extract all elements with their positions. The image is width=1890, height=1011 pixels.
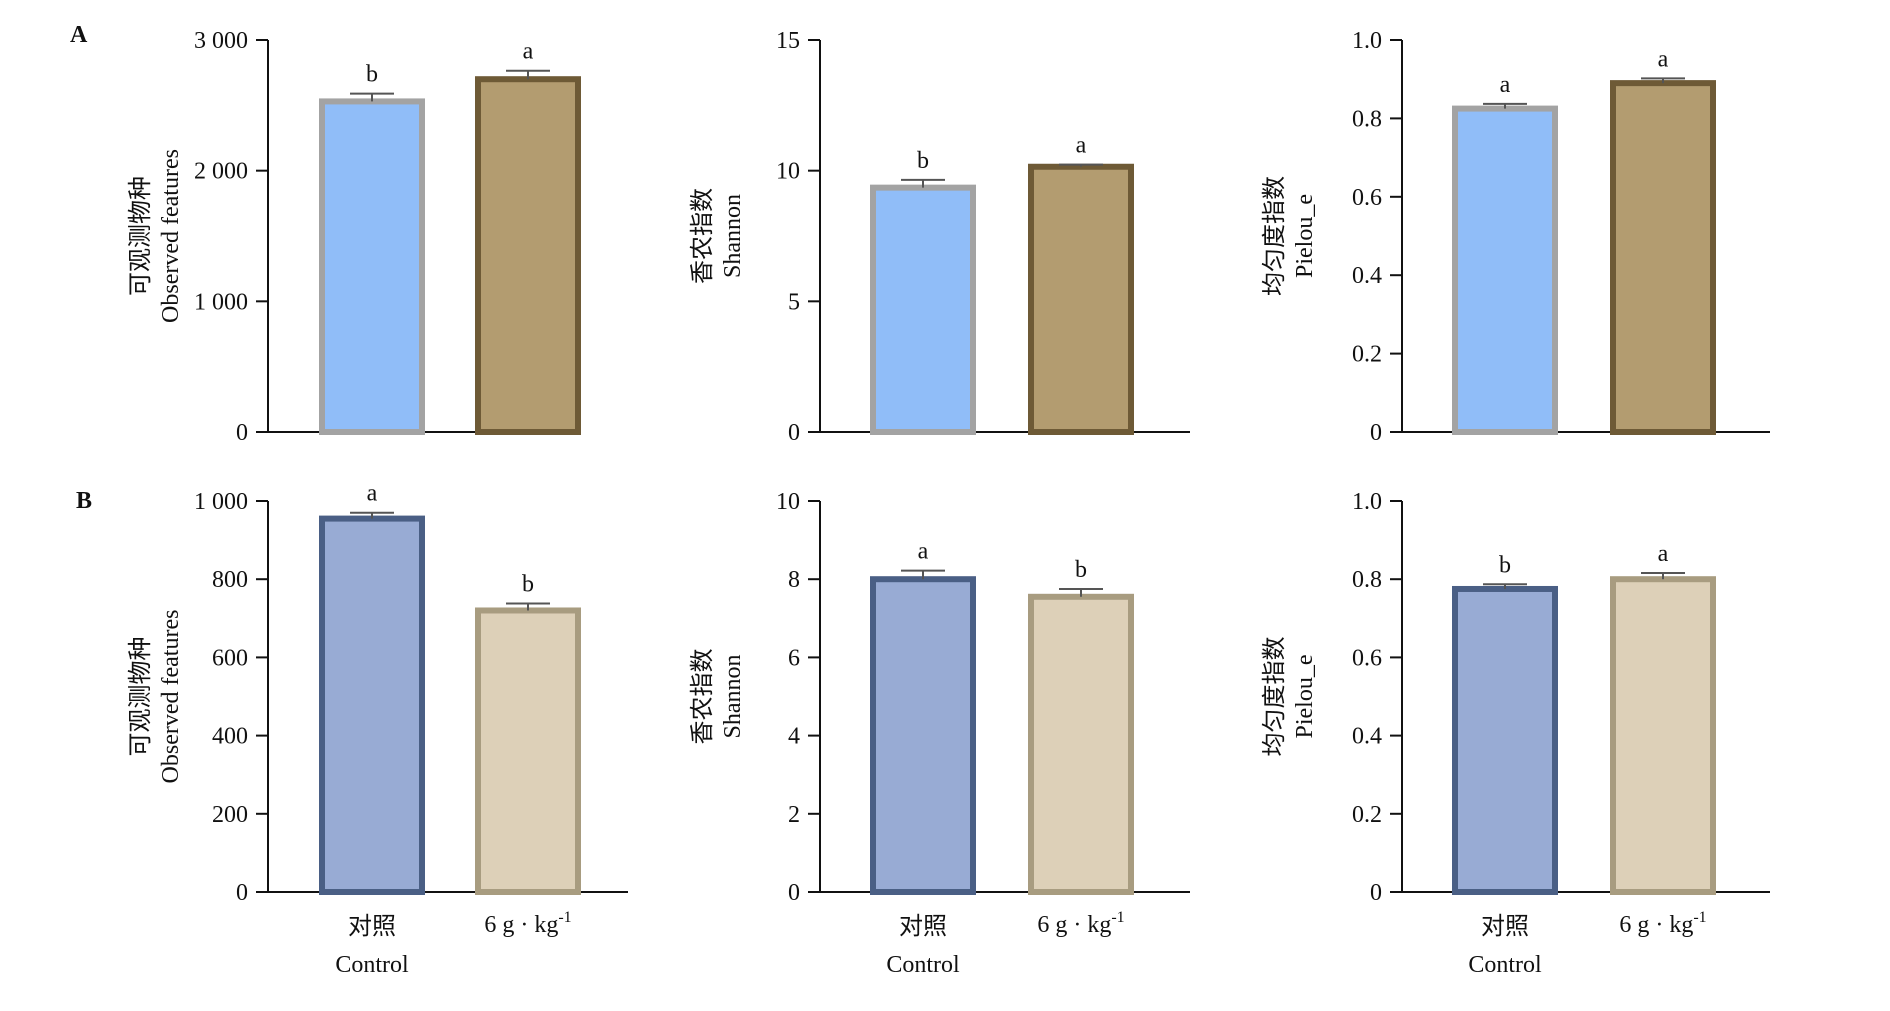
bar-treatment (1610, 576, 1716, 895)
bar-treatment (475, 76, 581, 435)
significance-label: a (1500, 72, 1511, 98)
chart-A-shannon: 0 5 10 15 香农指数 Shannon b a (689, 28, 1190, 446)
x-category-label-control-zh: 对照 (1481, 913, 1529, 940)
significance-label: b (917, 148, 929, 174)
y-tick-label: 0 (788, 880, 800, 906)
y-axis-label: 均匀度指数 Pielou_e (1261, 176, 1318, 296)
y-tick-label: 2 (788, 802, 800, 828)
significance-label: a (1658, 46, 1669, 72)
y-tick-label: 15 (776, 28, 800, 54)
y-tick-label: 6 (788, 645, 800, 671)
bar-control (319, 98, 425, 435)
y-tick-label: 0 (236, 880, 248, 906)
bar-treatment (1028, 593, 1134, 895)
y-tick-label: 0.8 (1352, 106, 1382, 132)
y-tick-label: 800 (212, 567, 248, 593)
y-tick-label: 0 (1370, 420, 1382, 446)
y-tick-label: 0.6 (1352, 645, 1382, 671)
y-tick-label: 1 000 (194, 489, 248, 515)
significance-label: a (918, 539, 929, 565)
y-tick-label: 10 (776, 159, 800, 185)
significance-label: b (522, 571, 534, 597)
bar-treatment (1610, 80, 1716, 436)
y-tick-label: 4 (788, 724, 800, 750)
x-category-label-control-en: Control (886, 952, 960, 978)
x-category-label-treatment: 6 g · kg-1 (1037, 909, 1124, 938)
x-category-label-control-zh: 对照 (899, 913, 947, 940)
bar-control (870, 184, 976, 435)
chart-A-observed: 0 1 000 2 000 3 000 可观测物种 Observed features b a (127, 28, 581, 446)
y-tick-label: 2 000 (194, 159, 248, 185)
chart-B-pielou: 0 0.2 0.4 0.6 0.8 1.0 均匀度指数 Pielou_e b a 对照 Control… (1261, 489, 1770, 978)
significance-label: a (1076, 133, 1087, 159)
y-axis-label: 香农指数 Shannon (689, 649, 746, 745)
y-tick-label: 0.4 (1352, 263, 1382, 289)
y-axis-label: 可观测物种 Observed features (127, 610, 184, 784)
significance-label: a (523, 39, 534, 65)
y-tick-label: 0 (236, 420, 248, 446)
y-tick-label: 3 000 (194, 28, 248, 54)
x-category-label-treatment: 6 g · kg-1 (1619, 909, 1706, 938)
y-tick-label: 1 000 (194, 289, 248, 315)
y-axis-label: 可观测物种 Observed features (127, 149, 184, 323)
significance-label: a (1658, 541, 1669, 567)
chart-B-observed: 0 200 400 600 800 1 000 可观测物种 Observed features… (127, 481, 628, 978)
y-tick-label: 0 (788, 420, 800, 446)
panel-letter-b: B (76, 488, 92, 514)
significance-label: a (367, 481, 378, 507)
y-tick-label: 0.8 (1352, 567, 1382, 593)
y-tick-label: 600 (212, 645, 248, 671)
y-tick-label: 400 (212, 724, 248, 750)
x-category-label-control-en: Control (1468, 952, 1542, 978)
bar-treatment (475, 607, 581, 895)
bar-control (1452, 105, 1558, 435)
chart-A-pielou: 0 0.2 0.4 0.6 0.8 1.0 均匀度指数 Pielou_e a a (1261, 28, 1770, 446)
significance-label: b (1499, 552, 1511, 578)
y-tick-label: 0.6 (1352, 185, 1382, 211)
y-tick-label: 0.2 (1352, 342, 1382, 368)
y-tick-label: 10 (776, 489, 800, 515)
significance-label: b (366, 62, 378, 88)
y-tick-label: 5 (788, 289, 800, 315)
y-tick-label: 0.4 (1352, 724, 1382, 750)
y-axis-label: 香农指数 Shannon (689, 188, 746, 284)
bar-control (870, 576, 976, 895)
y-tick-label: 1.0 (1352, 489, 1382, 515)
chart-B-shannon: 0 2 4 6 8 10 香农指数 Shannon a b 对照 Control 6 g · kg-1 (689, 489, 1190, 978)
bar-treatment (1028, 163, 1134, 435)
x-category-label-control-zh: 对照 (348, 913, 396, 940)
y-tick-label: 200 (212, 802, 248, 828)
x-category-label-treatment: 6 g · kg-1 (484, 909, 571, 938)
bar-control (319, 515, 425, 895)
significance-label: b (1075, 557, 1087, 583)
y-tick-label: 8 (788, 567, 800, 593)
y-axis-label: 均匀度指数 Pielou_e (1261, 637, 1318, 757)
y-tick-label: 1.0 (1352, 28, 1382, 54)
y-tick-label: 0 (1370, 880, 1382, 906)
y-tick-label: 0.2 (1352, 802, 1382, 828)
x-category-label-control-en: Control (335, 952, 409, 978)
panel-letter-a: A (70, 22, 88, 48)
bar-control (1452, 585, 1558, 895)
